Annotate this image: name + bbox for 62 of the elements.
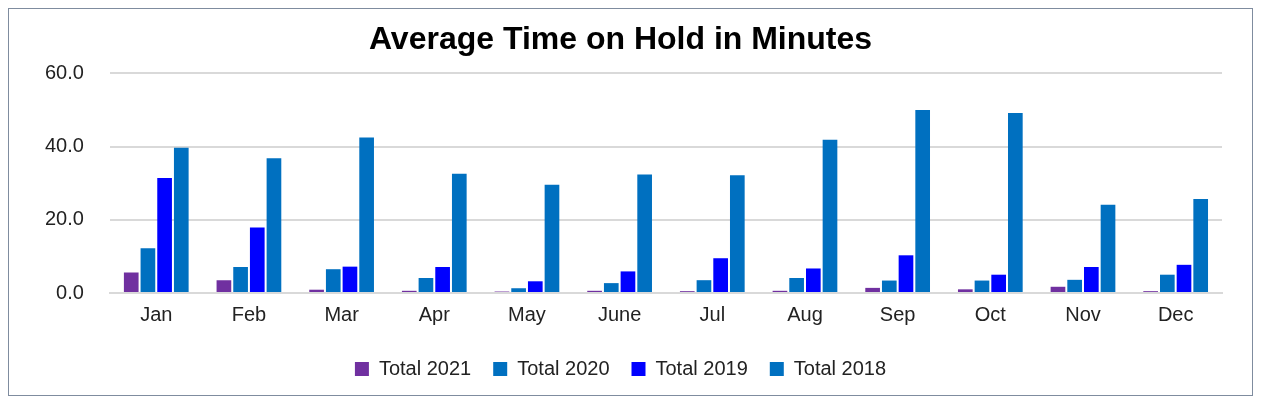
- bar: [157, 178, 172, 292]
- x-tick-label: Jan: [140, 302, 173, 325]
- bar: [637, 174, 652, 292]
- x-tick-label: Apr: [418, 302, 451, 325]
- bar: [991, 274, 1006, 292]
- bar: [915, 110, 931, 292]
- bar: [359, 137, 374, 292]
- x-tick-label: Mar: [324, 302, 360, 325]
- x-tick-label: May: [508, 302, 546, 325]
- bar: [435, 267, 450, 292]
- y-tick-label: 0.0: [56, 280, 84, 303]
- legend-label: Total 2020: [517, 356, 610, 379]
- bar: [451, 173, 467, 292]
- bar: [123, 272, 139, 292]
- bar: [511, 288, 526, 292]
- y-tick-label: 60.0: [44, 60, 84, 83]
- bar: [1193, 198, 1209, 292]
- bar: [1083, 267, 1099, 292]
- bar: [620, 271, 636, 292]
- bar: [713, 258, 728, 292]
- bar: [233, 267, 248, 292]
- legend-label: Total 2018: [793, 356, 887, 379]
- bar: [173, 147, 189, 292]
- x-tick-label: June: [597, 302, 642, 325]
- bar: [1159, 274, 1175, 292]
- bar: [898, 255, 914, 292]
- bar: [342, 266, 358, 292]
- x-tick-label: Dec: [1157, 302, 1194, 325]
- bar: [1008, 112, 1023, 292]
- legend-label: Total 2021: [378, 356, 472, 379]
- legend-label: Total 2019: [655, 356, 748, 379]
- bar: [140, 248, 156, 292]
- bar: [418, 277, 434, 292]
- bar: [1100, 204, 1116, 292]
- x-tick-label: Sep: [879, 302, 916, 325]
- x-tick-label: Oct: [974, 302, 1007, 325]
- bar: [325, 269, 341, 292]
- bar: [249, 227, 265, 292]
- bar: [881, 280, 897, 292]
- bar: [216, 280, 232, 292]
- bar: [974, 280, 990, 292]
- bar: [865, 287, 880, 292]
- bar: [696, 280, 712, 292]
- y-tick-label: 40.0: [44, 134, 84, 157]
- bar: [1176, 264, 1192, 292]
- bar: [603, 283, 619, 292]
- bar: [266, 158, 282, 292]
- x-tick-label: Aug: [787, 302, 823, 325]
- bar: [957, 289, 973, 292]
- bar: [544, 184, 560, 292]
- bar: [527, 281, 543, 292]
- bar: [1067, 279, 1082, 292]
- y-tick-label: 20.0: [44, 207, 84, 230]
- bar: [805, 268, 821, 292]
- bar: [822, 139, 838, 292]
- x-tick-label: Jul: [699, 302, 726, 325]
- x-tick-label: Feb: [231, 302, 267, 325]
- x-tick-label: Nov: [1065, 302, 1101, 325]
- bar: [1050, 286, 1066, 292]
- bar: [729, 175, 745, 292]
- bar: [789, 277, 804, 292]
- chart-title: Average Time on Hold in Minutes: [368, 20, 873, 57]
